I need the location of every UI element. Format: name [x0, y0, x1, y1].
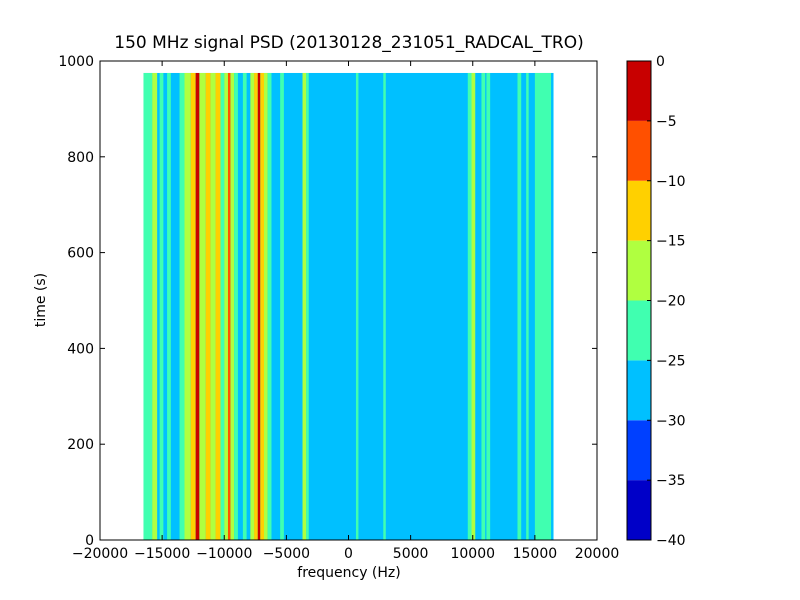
colorbar-tick-label: −5 — [656, 114, 677, 130]
y-tick-label: 200 — [67, 437, 94, 453]
heatmap-band-30 — [471, 72, 476, 540]
heatmap-band-27 — [355, 72, 359, 540]
heatmap-band-12 — [220, 72, 225, 540]
colorbar-tick-label: 0 — [656, 54, 665, 70]
colorbar-segment — [627, 360, 651, 421]
heatmap-band-21 — [260, 72, 265, 540]
heatmap-band-29 — [467, 72, 472, 540]
heatmap-band-17 — [242, 72, 247, 540]
colorbar-tick-label: −35 — [656, 473, 686, 489]
plot-area — [99, 60, 598, 541]
heatmap-band-34 — [526, 72, 529, 540]
heatmap-band-11 — [215, 72, 221, 540]
colorbar-segment — [627, 480, 651, 540]
heatmap-band-35 — [534, 72, 552, 540]
heatmap-band-22 — [264, 72, 268, 540]
heatmap-band-13 — [224, 72, 228, 540]
y-tick-label: 1000 — [58, 54, 94, 70]
heatmap-band-9 — [205, 72, 211, 540]
heatmap-band-19 — [254, 72, 258, 540]
x-tick-label: 10000 — [450, 546, 495, 562]
y-tick-label: 400 — [67, 341, 94, 357]
x-tick-label: 0 — [344, 546, 353, 562]
x-tick-label: 20000 — [575, 546, 620, 562]
x-tick-label: 15000 — [513, 546, 558, 562]
colorbar-segment — [627, 61, 651, 121]
heatmap-band-26 — [306, 72, 309, 540]
x-tick-label: −10000 — [196, 546, 252, 562]
colorbar-segment — [627, 120, 651, 181]
x-axis-label: frequency (Hz) — [297, 565, 400, 581]
heatmap-band-33 — [517, 72, 522, 540]
heatmap-band-32 — [486, 72, 491, 540]
colorbar-segment — [627, 420, 651, 481]
chart-title: 150 MHz signal PSD (20130128_231051_RADC… — [114, 33, 583, 53]
heatmap-band-8 — [199, 72, 206, 540]
heatmap-band-16 — [234, 72, 238, 540]
heatmap-band-28 — [383, 72, 386, 540]
heatmap-band-15 — [230, 72, 235, 540]
heatmap-band-20 — [257, 72, 261, 540]
heatmap-band-31 — [481, 72, 486, 540]
heatmap-band-3 — [167, 72, 171, 540]
colorbar-tick-label: −15 — [656, 234, 686, 250]
colorbar-tick-label: −20 — [656, 294, 686, 310]
y-tick-label: 0 — [85, 533, 94, 549]
heatmap-band-4 — [179, 72, 185, 540]
heatmap-band-0 — [143, 72, 153, 540]
heatmap-band-1 — [152, 72, 158, 540]
y-axis: 0 200 400 600 800 1000 — [58, 54, 597, 549]
colorbar-segment — [627, 240, 651, 301]
heatmap-band-14 — [227, 72, 231, 540]
heatmap-band-7 — [195, 72, 200, 540]
heatmap-band-25 — [302, 72, 307, 540]
x-axis: −20000 −15000 −10000 −5000 0 5000 10000 15000 20… — [72, 61, 619, 562]
x-tick-label: −15000 — [134, 546, 190, 562]
colorbar-segment — [627, 300, 651, 361]
heatmap-band-24 — [280, 72, 284, 540]
heatmap-band-23 — [267, 72, 272, 540]
y-tick-label: 600 — [67, 246, 94, 262]
heatmap-band-10 — [210, 72, 216, 540]
x-tick-label: −20000 — [72, 546, 128, 562]
heatmap-band-2 — [159, 72, 164, 540]
heatmap-band-5 — [184, 72, 191, 540]
y-axis-label: time (s) — [33, 273, 49, 327]
colorbar: −40 −35 −30 −25 −20 −15 −10 −5 0 — [626, 54, 686, 549]
colorbar-tick-label: −25 — [656, 353, 686, 369]
y-tick-label: 800 — [67, 150, 94, 166]
x-tick-label: −5000 — [263, 546, 310, 562]
colorbar-segment — [627, 180, 651, 241]
heatmap-band-18 — [250, 72, 255, 540]
x-tick-label: 5000 — [393, 546, 429, 562]
colorbar-tick-label: −40 — [656, 533, 686, 549]
heatmap-band-6 — [190, 72, 196, 540]
colorbar-tick-label: −10 — [656, 174, 686, 190]
colorbar-tick-label: −30 — [656, 413, 686, 429]
